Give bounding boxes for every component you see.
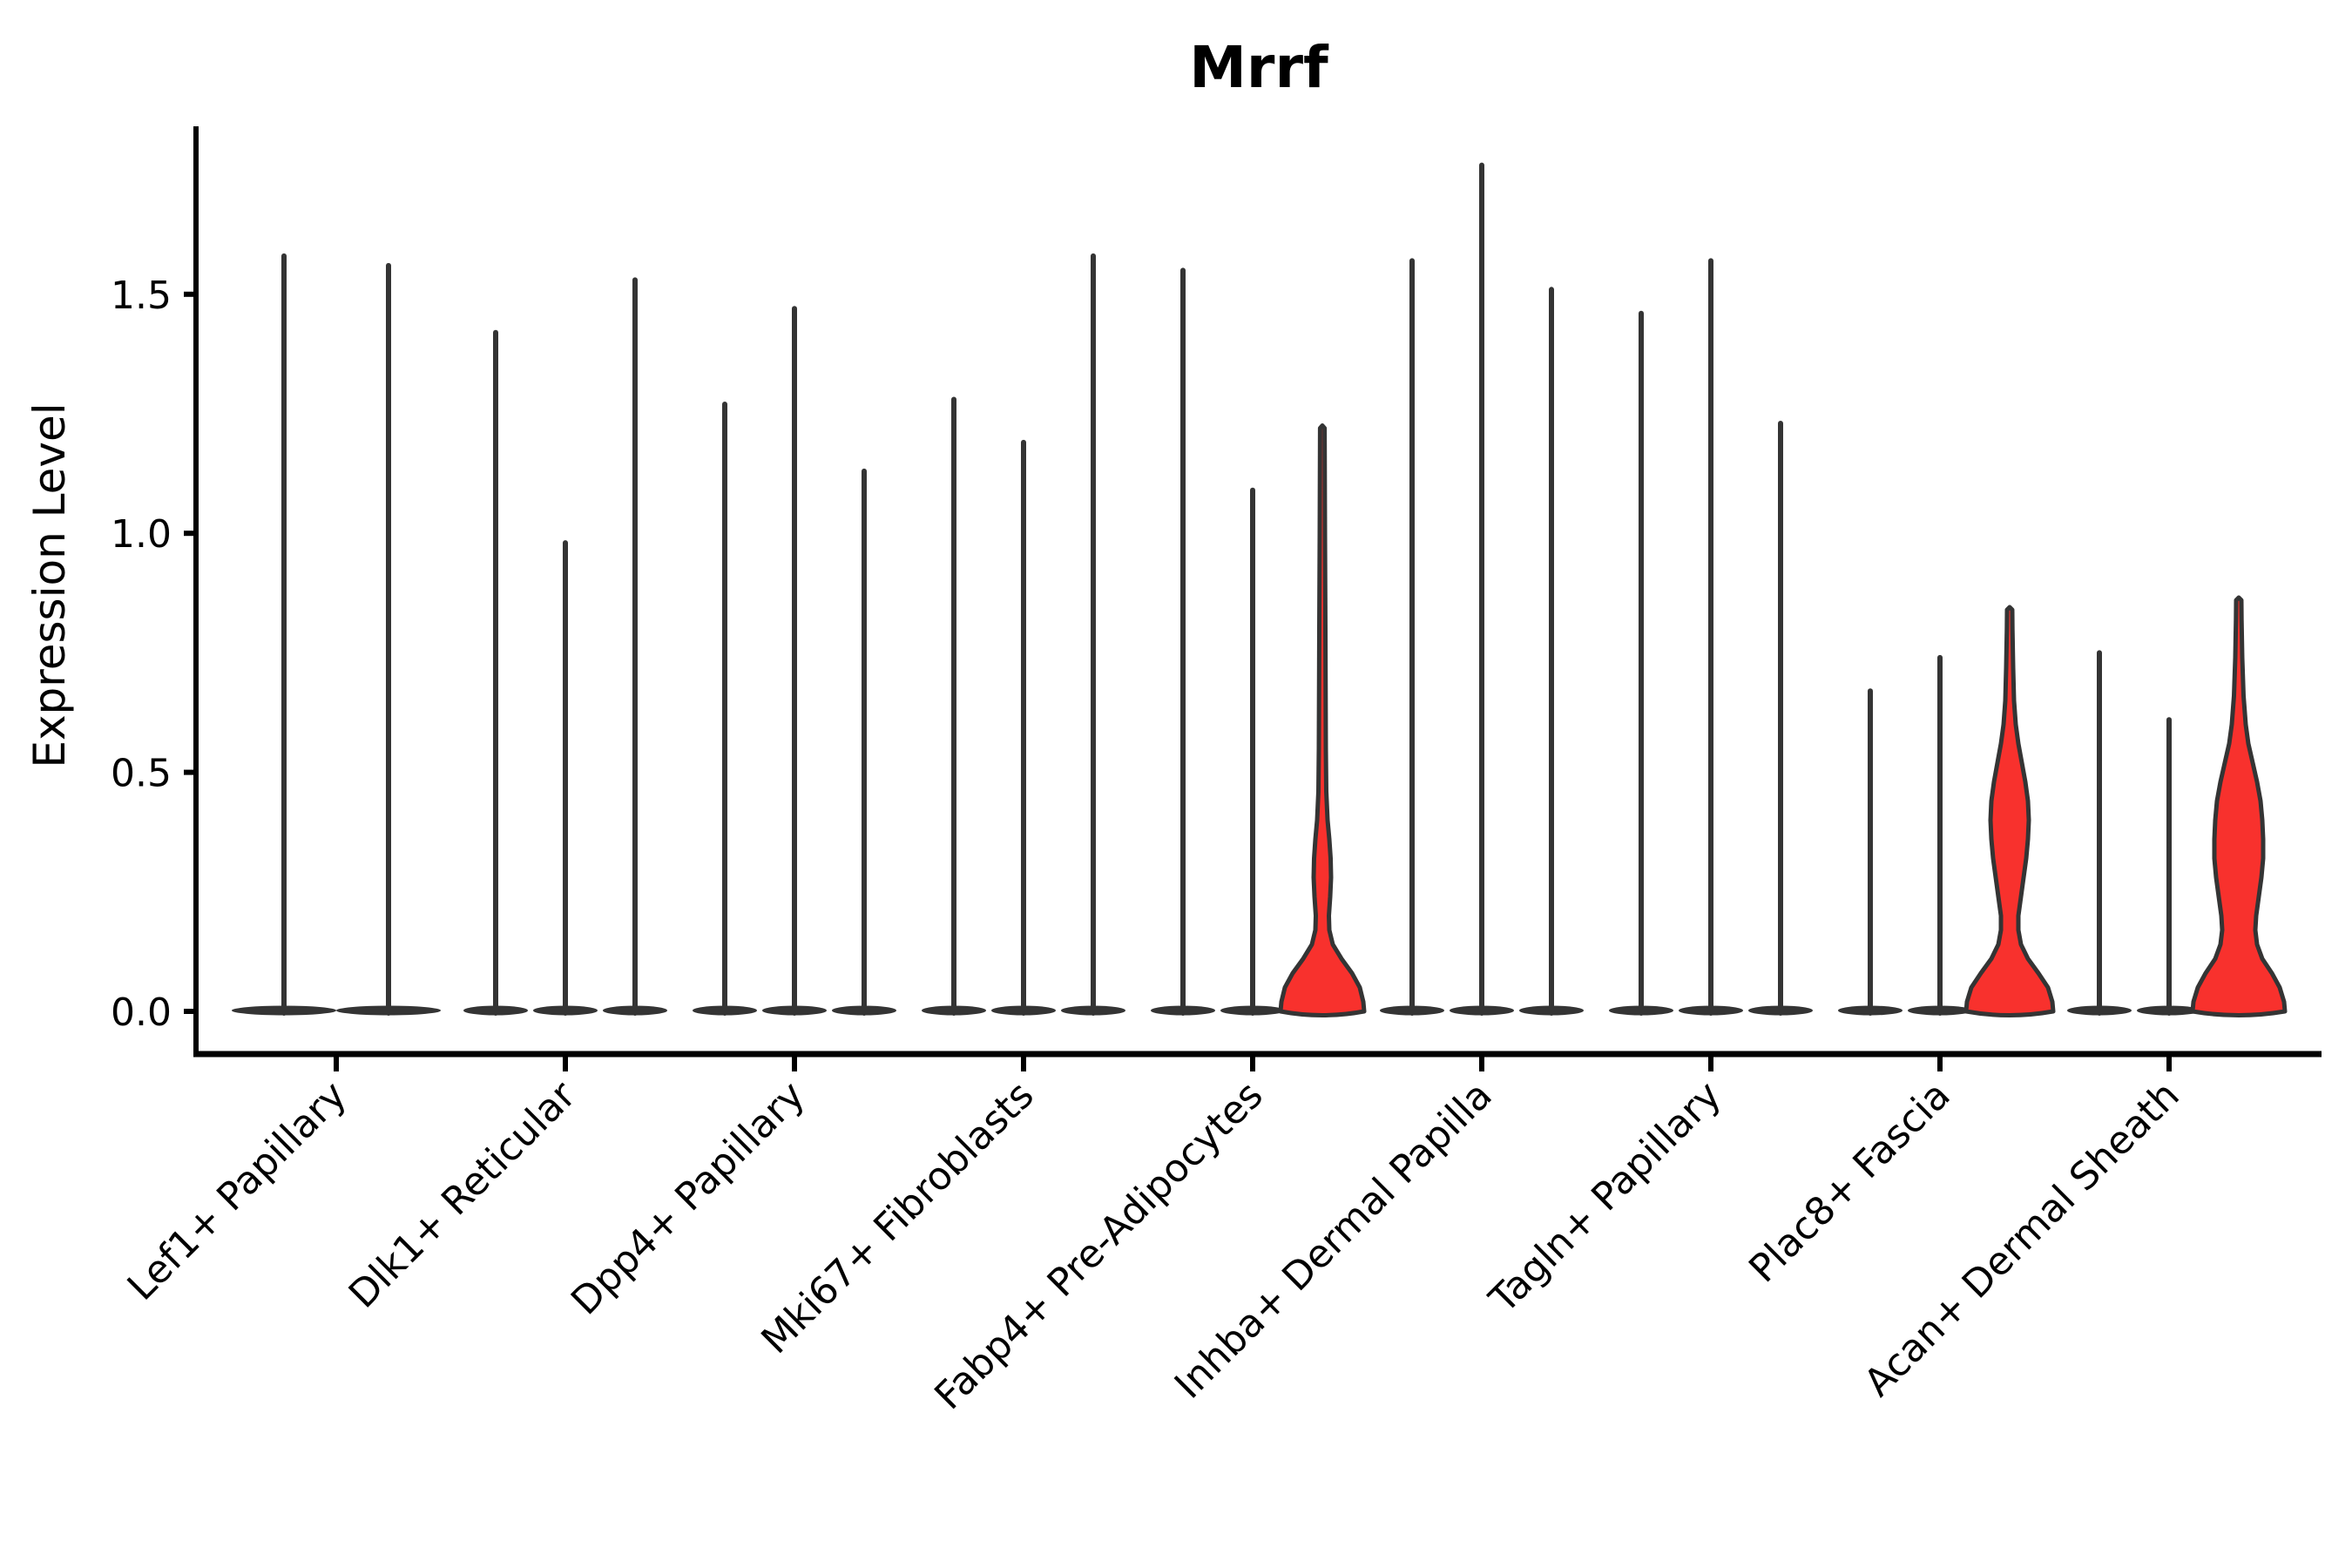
violin-group xyxy=(1380,162,1584,1016)
cell-point xyxy=(2166,847,2172,851)
cell-point xyxy=(1868,855,1873,861)
cell-point xyxy=(1868,828,1873,832)
cell-point xyxy=(1868,875,1873,880)
violin-group xyxy=(1838,605,2056,1017)
violin-group xyxy=(1151,267,1367,1017)
x-category-label: Plac8+ Fascia xyxy=(1740,1073,1959,1292)
violin-group xyxy=(693,306,896,1016)
violin-group xyxy=(2067,595,2288,1017)
cell-point xyxy=(1868,799,1873,803)
y-tick-label: 1.5 xyxy=(111,274,172,318)
x-category-label: Lef1+ Papillary xyxy=(119,1073,355,1309)
violin-group xyxy=(232,253,441,1016)
axes-layer xyxy=(184,126,2322,1071)
cell-point xyxy=(2097,875,2102,880)
violin-group xyxy=(463,277,667,1016)
chart-title: Mrrf xyxy=(1189,34,1329,101)
violin-group xyxy=(922,253,1125,1016)
cell-point xyxy=(1937,918,1943,923)
cell-point xyxy=(1868,770,1873,774)
cell-point xyxy=(2097,855,2102,861)
cell-point xyxy=(1937,808,1943,813)
cell-point xyxy=(2097,870,2102,875)
violin-highlighted xyxy=(1963,605,2056,1017)
cell-point xyxy=(2166,841,2172,847)
cell-point xyxy=(2097,789,2102,794)
y-tick-label: 0.0 xyxy=(111,990,172,1035)
violin-highlighted xyxy=(1278,423,1367,1017)
cell-point xyxy=(2097,808,2102,813)
y-axis-label: Expression Level xyxy=(24,402,75,767)
cell-point xyxy=(2097,760,2102,766)
y-tick-label: 0.5 xyxy=(111,752,172,796)
cell-point xyxy=(1937,865,1943,870)
violin-highlighted xyxy=(2190,595,2288,1017)
y-tick-label: 1.0 xyxy=(111,512,172,557)
x-category-label: Dpp4+ Papillary xyxy=(563,1073,814,1324)
x-category-label: Dlk1+ Reticular xyxy=(341,1072,585,1317)
cell-point xyxy=(2166,870,2172,875)
x-category-label: Tagln+ Papillary xyxy=(1481,1073,1730,1322)
violin-group xyxy=(1609,258,1813,1016)
cell-point xyxy=(2097,770,2102,774)
violins-layer xyxy=(232,162,2288,1017)
